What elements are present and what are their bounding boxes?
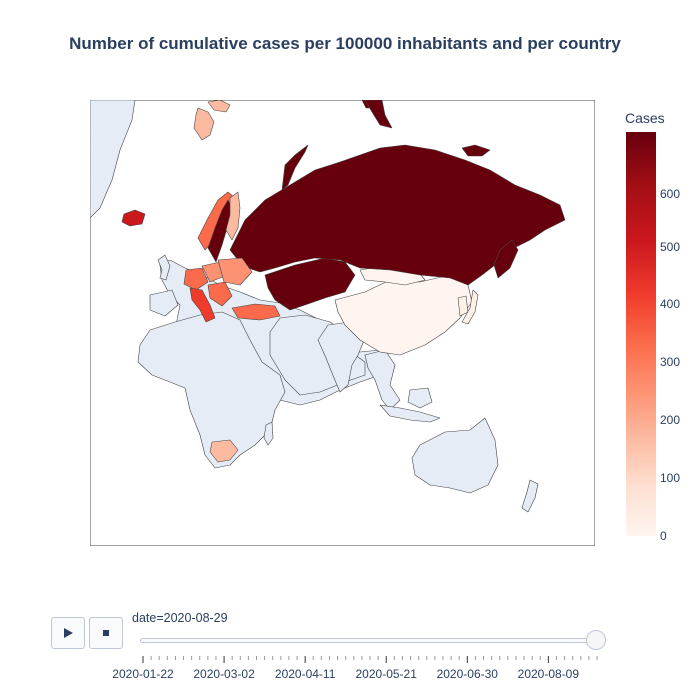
greenland xyxy=(90,100,136,219)
new-zealand xyxy=(521,479,539,513)
turkey xyxy=(231,303,281,321)
balkans xyxy=(207,281,233,307)
colorbar-tick-label: 400 xyxy=(660,297,681,311)
australia xyxy=(411,417,499,494)
madagascar xyxy=(263,421,274,446)
colorbar-tick-label: 500 xyxy=(660,240,681,254)
slider-tick-label: 2020-03-02 xyxy=(193,667,255,681)
arctic-islands-2 xyxy=(364,100,393,129)
korea xyxy=(457,295,469,317)
slider-current-label: date=2020-08-29 xyxy=(132,611,228,625)
kamchatka xyxy=(493,239,519,279)
play-button[interactable] xyxy=(51,617,85,649)
novaya-zemlya xyxy=(281,144,309,191)
borneo xyxy=(407,387,433,409)
land-layer xyxy=(90,100,566,513)
slider-track[interactable] xyxy=(140,638,597,643)
africa xyxy=(137,311,286,469)
colorbar-tick-label: 0 xyxy=(660,529,667,543)
chart-title: Number of cumulative cases per 100000 in… xyxy=(69,34,621,53)
uk xyxy=(157,254,171,281)
slider-tick-label: 2020-01-22 xyxy=(112,667,174,681)
play-icon xyxy=(64,628,73,638)
southeast-asia xyxy=(364,349,401,411)
colorbar-tick-label: 300 xyxy=(660,355,681,369)
stop-icon xyxy=(103,630,109,636)
belarus-ukraine xyxy=(217,257,253,286)
stop-button[interactable] xyxy=(89,617,123,649)
germany xyxy=(183,267,209,291)
slider-handle[interactable] xyxy=(586,630,606,650)
slider-tick-label: 2020-05-21 xyxy=(355,667,417,681)
slider-tick-label: 2020-04-11 xyxy=(274,667,336,681)
colorbar-tick-label: 200 xyxy=(660,413,681,427)
colorbar-title: Cases xyxy=(625,110,665,126)
colorbar-tick-label: 600 xyxy=(660,187,681,201)
new-siberian-islands xyxy=(461,144,491,157)
japan xyxy=(461,289,479,325)
south-africa xyxy=(209,439,239,463)
slider-tick-label: 2020-06-30 xyxy=(436,667,498,681)
iberia xyxy=(149,289,179,317)
slider-tick-label: 2020-08-09 xyxy=(517,667,580,681)
colorbar xyxy=(626,132,656,536)
italy xyxy=(189,287,216,323)
slider-ticks xyxy=(142,656,598,663)
iceland xyxy=(121,209,146,227)
finland xyxy=(225,191,241,241)
kazakhstan xyxy=(264,257,356,311)
colorbar-tick-label: 100 xyxy=(660,471,681,485)
indonesia xyxy=(379,404,441,423)
svalbard-2 xyxy=(207,100,231,113)
svalbard xyxy=(193,107,215,141)
choropleth-map[interactable] xyxy=(90,100,595,546)
russia xyxy=(229,144,566,286)
